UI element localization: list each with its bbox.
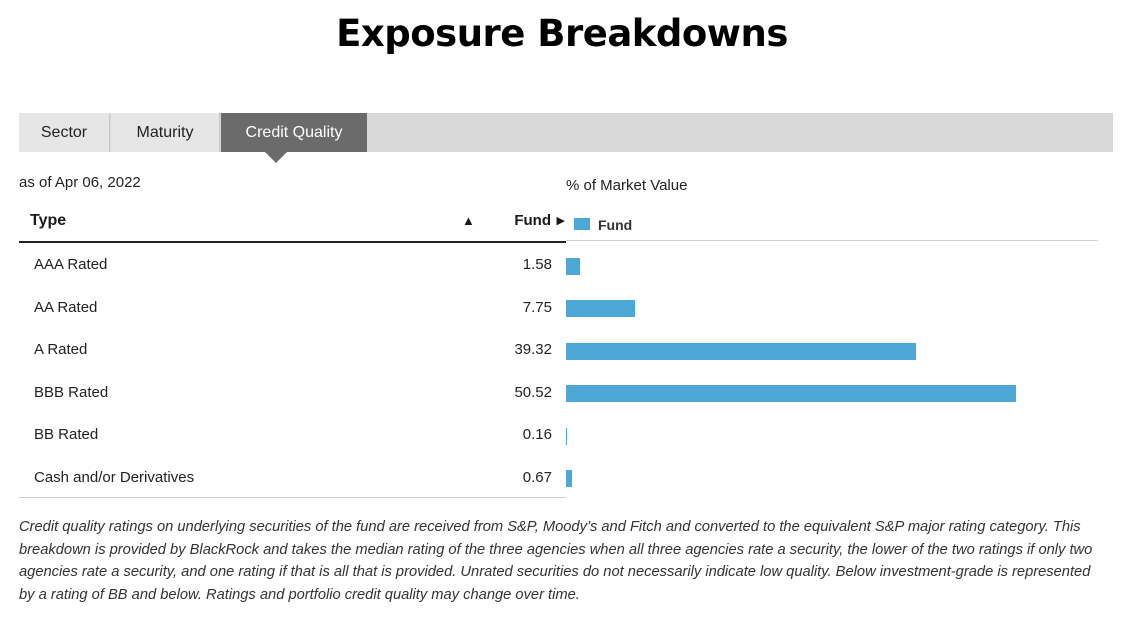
bar-bbb-rated[interactable] <box>566 385 1016 403</box>
bar-aaa-rated[interactable] <box>566 257 581 275</box>
legend-swatch <box>574 218 590 230</box>
cell-type: BBB Rated <box>34 383 109 401</box>
bar-bb-rated[interactable] <box>566 427 568 445</box>
cell-type: Cash and/or Derivatives <box>34 468 195 486</box>
cell-fund-value: 0.67 <box>522 468 552 486</box>
as-of-date: as of Apr 06, 2022 <box>19 174 141 191</box>
table-header: Type ▲ Fund ▶ <box>19 204 566 243</box>
play-arrow-icon[interactable]: ▶ <box>556 215 565 227</box>
cell-fund-value: 50.52 <box>514 383 552 401</box>
cell-fund-value: 0.16 <box>522 426 552 443</box>
chart-baseline <box>566 240 1098 241</box>
column-header-type[interactable]: Type <box>30 212 67 229</box>
table-bottom-rule <box>19 497 566 498</box>
table-row: A Rated 39.32 <box>19 328 566 371</box>
tab-sector[interactable]: Sector <box>19 113 110 152</box>
table-row: BB Rated 0.16 <box>19 413 566 456</box>
table-row: AAA Rated 1.58 <box>19 243 566 286</box>
cell-type: A Rated <box>34 341 88 358</box>
chart-title: % of Market Value <box>566 177 688 194</box>
table-body: AAA Rated 1.58 AA Rated 7.75 A Rated 39.… <box>19 243 566 498</box>
cell-type: AA Rated <box>34 298 98 316</box>
active-tab-caret-icon <box>265 152 287 163</box>
cell-type: BB Rated <box>34 426 99 443</box>
table-row: BBB Rated 50.52 <box>19 371 566 414</box>
column-header-fund[interactable]: Fund <box>514 212 551 229</box>
tab-maturity[interactable]: Maturity <box>111 113 220 152</box>
table-row: AA Rated 7.75 <box>19 286 566 329</box>
table-row: Cash and/or Derivatives 0.67 <box>19 456 566 499</box>
bar-a-rated[interactable] <box>566 342 917 360</box>
legend-label-fund: Fund <box>598 217 633 233</box>
bar-cash-and-or-derivatives[interactable] <box>566 470 572 488</box>
cell-type: AAA Rated <box>34 256 108 273</box>
sort-up-icon[interactable]: ▲ <box>462 213 475 228</box>
tab-credit-quality[interactable]: Credit Quality <box>221 113 367 152</box>
tab-bar: Sector Maturity Credit Quality <box>19 113 1113 152</box>
cell-fund-value: 39.32 <box>514 341 552 358</box>
footnote: Credit quality ratings on underlying sec… <box>19 519 1093 603</box>
cell-fund-value: 1.58 <box>522 256 552 273</box>
cell-fund-value: 7.75 <box>522 298 552 316</box>
bar-chart-area <box>566 243 1106 498</box>
page-title: Exposure Breakdowns <box>336 12 788 55</box>
bar-aa-rated[interactable] <box>566 300 636 318</box>
